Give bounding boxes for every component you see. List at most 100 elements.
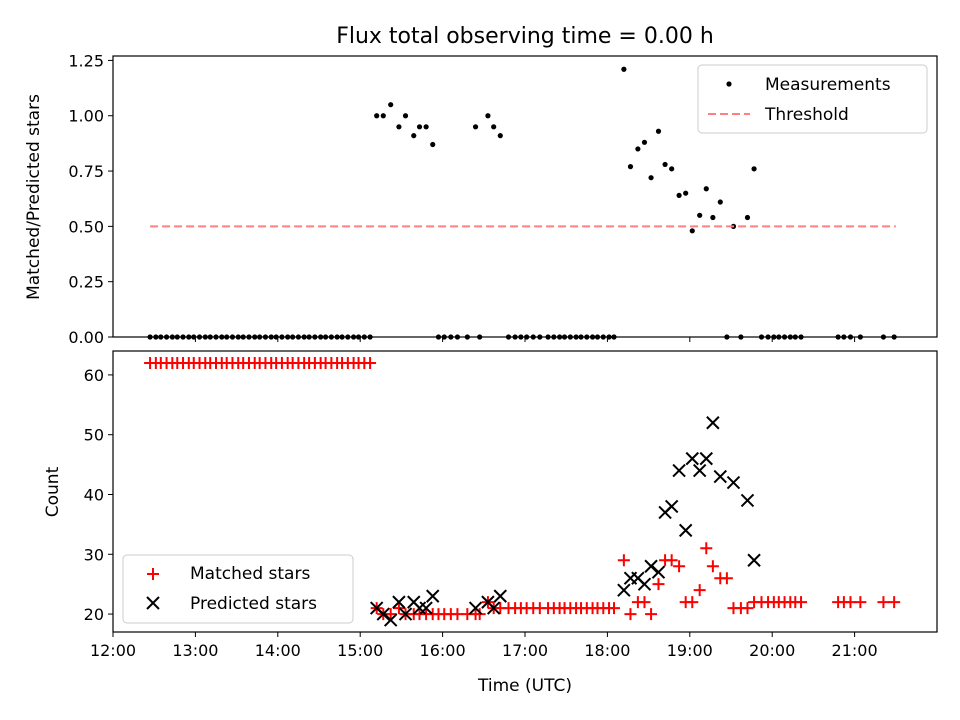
- measurement-point: [771, 334, 777, 340]
- measurement-point: [781, 334, 788, 340]
- predicted-star-point: [398, 607, 413, 621]
- matched-star-point: [795, 596, 808, 609]
- bottom-data-marks: [144, 356, 901, 627]
- measurement-point: [758, 334, 765, 340]
- measurement-point: [339, 334, 345, 340]
- measurement-point: [627, 164, 634, 170]
- measurement-point: [196, 334, 203, 340]
- bottom-x-tick-label: 18:00: [584, 641, 630, 660]
- matched-star-point: [617, 554, 630, 567]
- bottom-y-tick-label: 30: [84, 545, 104, 564]
- predicted-star-point: [617, 583, 631, 597]
- bottom-x-tick-label: 21:00: [832, 641, 878, 660]
- bottom-x-tick-label: 20:00: [749, 641, 795, 660]
- bottom-x-tick-label: 15:00: [337, 641, 383, 660]
- measurement-point: [186, 334, 192, 340]
- measurement-point: [290, 334, 296, 340]
- measurement-point: [589, 334, 596, 340]
- legend-measurements-marker: [726, 81, 732, 87]
- measurement-point: [491, 124, 497, 130]
- measurement-point: [464, 334, 470, 340]
- matched-star-point: [384, 608, 397, 621]
- measurement-point: [402, 113, 409, 119]
- legend-measurements-label: Measurements: [765, 75, 891, 95]
- predicted-star-point: [664, 499, 679, 514]
- bottom-y-tick-label: 60: [84, 366, 104, 385]
- measurement-point: [163, 334, 170, 340]
- measurement-point: [717, 199, 723, 205]
- measurement-point: [423, 124, 429, 130]
- top-y-tick-label: 0.00: [68, 328, 104, 347]
- measurement-point: [557, 334, 563, 340]
- measurement-point: [561, 334, 568, 340]
- measurement-point: [207, 334, 213, 340]
- measurement-point: [551, 334, 557, 340]
- matched-star-point: [392, 602, 405, 615]
- bottom-x-tick-label: 13:00: [172, 641, 218, 660]
- measurement-point: [738, 334, 744, 340]
- legend-predicted-label: Predicted stars: [190, 594, 317, 614]
- predicted-star-point: [392, 595, 406, 609]
- measurement-point: [621, 66, 627, 72]
- measurement-point: [219, 334, 225, 340]
- measurement-point: [202, 334, 208, 340]
- predicted-star-point: [740, 493, 755, 508]
- bottom-y-tick-label: 20: [84, 605, 104, 624]
- measurement-point: [262, 334, 269, 340]
- measurement-point: [891, 334, 897, 340]
- matched-star-point: [686, 596, 699, 609]
- measurement-point: [787, 334, 793, 340]
- measurement-point: [180, 334, 186, 340]
- measurement-point: [229, 334, 236, 340]
- measurement-point: [512, 334, 518, 340]
- measurement-point: [648, 175, 654, 181]
- measurement-point: [683, 190, 689, 196]
- bottom-legend-box: [122, 554, 354, 624]
- measurement-point: [213, 334, 219, 340]
- measurement-point: [841, 334, 847, 340]
- matched-star-point: [473, 608, 486, 621]
- measurement-point: [792, 334, 798, 340]
- measurement-point: [441, 334, 447, 340]
- predicted-star-point: [726, 475, 741, 490]
- measurement-point: [174, 334, 180, 340]
- measurement-point: [641, 139, 648, 145]
- bottom-y-tick-label: 50: [84, 426, 104, 445]
- measurement-point: [147, 334, 153, 340]
- matched-star-point: [652, 578, 665, 591]
- top-y-axis-label: Matched/Predicted stars: [24, 94, 44, 300]
- measurement-point: [367, 334, 373, 340]
- measurement-point: [328, 334, 334, 340]
- measurement-point: [847, 334, 854, 340]
- measurement-point: [295, 334, 301, 340]
- count-panel: Count Time (UTC) 20 30 40 50 60 12:00 13:00 14…: [43, 350, 938, 696]
- measurement-point: [497, 133, 503, 139]
- predicted-star-point: [468, 601, 483, 615]
- top-y-tick-label: 1.00: [68, 107, 104, 126]
- measurement-point: [765, 334, 771, 340]
- chart-title: Flux total observing time = 0.00 h: [336, 24, 714, 49]
- measurement-point: [835, 334, 841, 340]
- measurement-point: [676, 192, 682, 198]
- matched-star-point: [700, 542, 713, 555]
- ratio-panel: Flux total observing time = 0.00 h Match…: [24, 24, 938, 347]
- predicted-star-point: [713, 469, 727, 484]
- measurement-point: [635, 146, 641, 152]
- bottom-y-ticks: 20 30 40 50 60: [84, 366, 113, 624]
- matched-star-point: [720, 572, 733, 585]
- predicted-star-point: [685, 451, 699, 466]
- measurement-point: [798, 334, 804, 340]
- measurement-point: [611, 334, 617, 340]
- measurement-point: [744, 214, 751, 221]
- bottom-legend: Matched stars Predicted stars: [122, 554, 354, 624]
- measurement-point: [857, 334, 863, 340]
- measurement-point: [776, 334, 782, 340]
- predicted-star-point: [383, 613, 398, 627]
- bottom-x-tick-label: 17:00: [502, 641, 548, 660]
- matched-star-point: [624, 608, 637, 621]
- predicted-star-point: [699, 451, 713, 466]
- measurement-point: [751, 166, 757, 172]
- measurement-point: [477, 334, 483, 340]
- matched-star-point: [741, 602, 754, 615]
- measurement-point: [485, 113, 491, 119]
